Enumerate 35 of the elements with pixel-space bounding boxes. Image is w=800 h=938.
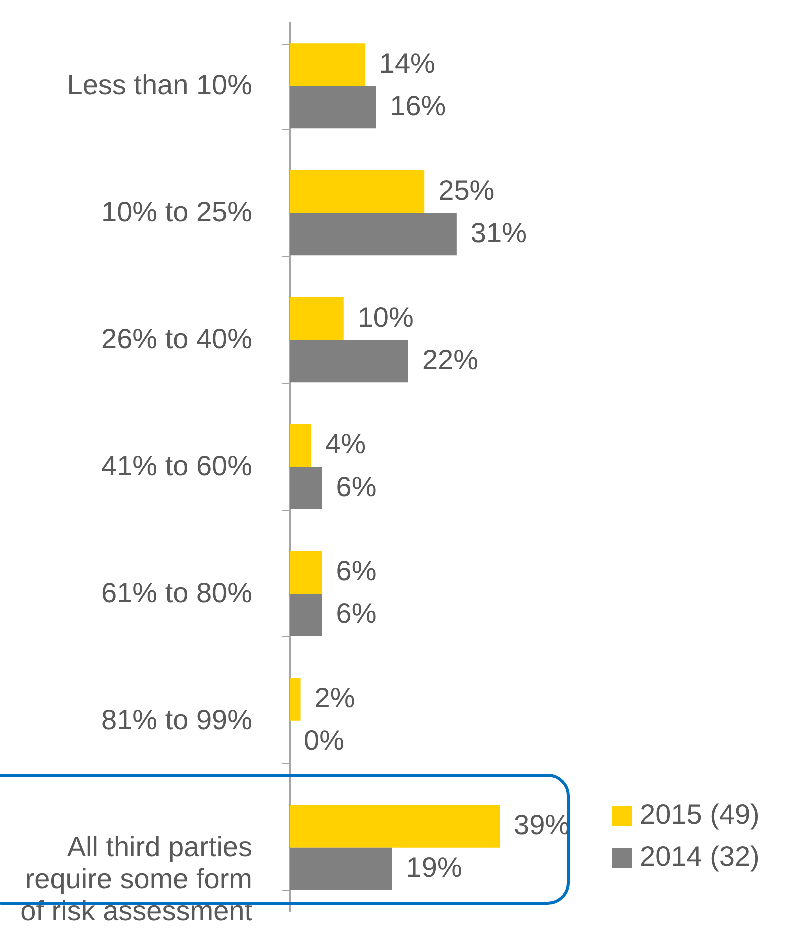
bar [290,298,344,340]
bar [290,44,366,86]
y-tick-label: 61% to 80% [102,577,252,608]
data-label: 6% [336,471,377,502]
data-label: 6% [336,598,377,630]
data-label: 19% [406,852,462,884]
data-label: 14% [379,48,436,79]
bar [290,340,408,383]
data-label: 16% [390,90,446,122]
bar [290,213,457,256]
bar [290,551,322,594]
y-tick-label: 41% to 60% [102,450,252,482]
y-tick-label: 26% to 40% [102,324,252,355]
y-tick-label: 10% to 25% [102,196,252,228]
data-label: 25% [438,174,495,206]
bar [290,170,425,214]
bar [290,86,376,129]
data-label: 22% [422,344,479,376]
bar [290,805,500,848]
data-label: 0% [304,725,344,756]
bar [290,424,312,467]
bar [290,678,301,721]
legend-label: 2015 (49) [640,799,760,830]
data-label: 31% [470,217,527,248]
data-label: 39% [514,810,570,841]
bar [290,594,322,636]
y-tick-label: 81% to 99% [102,704,252,736]
data-label: 4% [326,428,366,460]
data-label: 10% [358,302,414,333]
data-label: 6% [336,556,377,587]
legend-label: 2014 (32) [640,841,760,872]
y-tick-label: Less than 10% [67,70,252,101]
bar [290,848,392,890]
data-label: 2% [314,682,356,714]
bar [290,467,322,510]
